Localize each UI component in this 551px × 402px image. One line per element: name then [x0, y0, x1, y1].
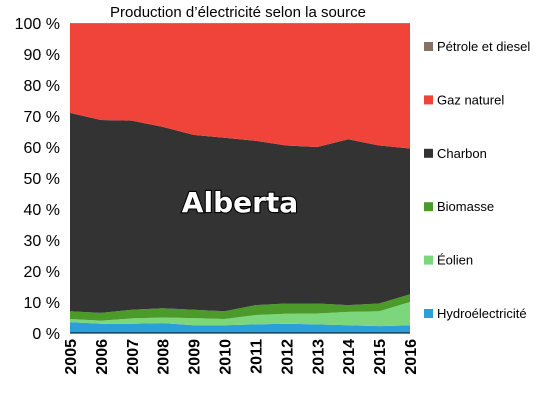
legend-swatch [424, 202, 433, 212]
y-tick-label: 30 % [24, 233, 60, 250]
y-tick-label: 80 % [24, 78, 60, 95]
area-series-charbon [70, 112, 410, 313]
x-tick-label: 2012 [279, 339, 296, 375]
area-series-gaz-naturel [70, 23, 410, 149]
y-tick-label: 90 % [24, 47, 60, 64]
x-tick-label: 2006 [94, 339, 111, 375]
x-tick-label: 2005 [63, 339, 80, 375]
x-tick-label: 2014 [341, 339, 358, 375]
y-tick-label: 0 % [32, 326, 60, 343]
legend-swatch [424, 148, 433, 158]
y-tick-label: 20 % [24, 264, 60, 281]
legend-label: Pétrole et diesel [437, 39, 530, 54]
y-tick-label: 60 % [24, 140, 60, 157]
legend: Pétrole et diesel Gaz naturel Charbon Bioma… [424, 39, 530, 321]
y-tick-label: 40 % [24, 202, 60, 219]
x-tick-label: 2013 [310, 339, 327, 375]
x-tick-label: 2008 [156, 339, 173, 375]
y-tick-label: 100 % [15, 16, 60, 33]
x-tick-label: 2015 [372, 339, 389, 375]
x-tick-label: 2016 [403, 339, 420, 375]
area-series-hydroelectricite [70, 322, 410, 333]
area-series-eolien [70, 302, 410, 327]
legend-swatch [424, 309, 433, 318]
legend-label: Charbon [437, 146, 487, 161]
legend-label: Hydroélectricité [437, 306, 527, 321]
y-tick-label: 10 % [24, 295, 60, 312]
legend-swatch [424, 95, 433, 105]
x-tick-label: 2010 [218, 339, 235, 375]
x-tick-label: 2007 [125, 339, 142, 375]
legend-swatch [424, 255, 433, 265]
x-tick-label: 2011 [248, 339, 265, 374]
y-tick-label: 50 % [24, 171, 60, 188]
region-annotation: Alberta [182, 186, 298, 219]
axes: 0 % 10 % 20 % 30 % 40 % 50 % 60 % 70 % 80 % 90 % 1… [15, 16, 420, 375]
legend-label: Éolien [437, 253, 473, 268]
legend-swatch [424, 42, 433, 51]
area-series-biomasse [70, 294, 410, 321]
chart-title: Production d’électricité selon la source [110, 4, 366, 21]
area-layers [70, 23, 410, 333]
legend-label: Biomasse [437, 199, 494, 214]
x-tick-label: 2009 [187, 339, 204, 375]
legend-label: Gaz naturel [437, 92, 504, 107]
y-tick-label: 70 % [24, 109, 60, 126]
